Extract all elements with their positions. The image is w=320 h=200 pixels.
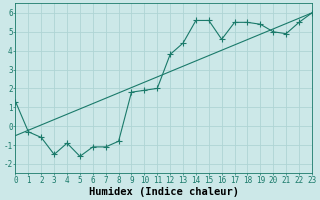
X-axis label: Humidex (Indice chaleur): Humidex (Indice chaleur) — [89, 186, 239, 197]
